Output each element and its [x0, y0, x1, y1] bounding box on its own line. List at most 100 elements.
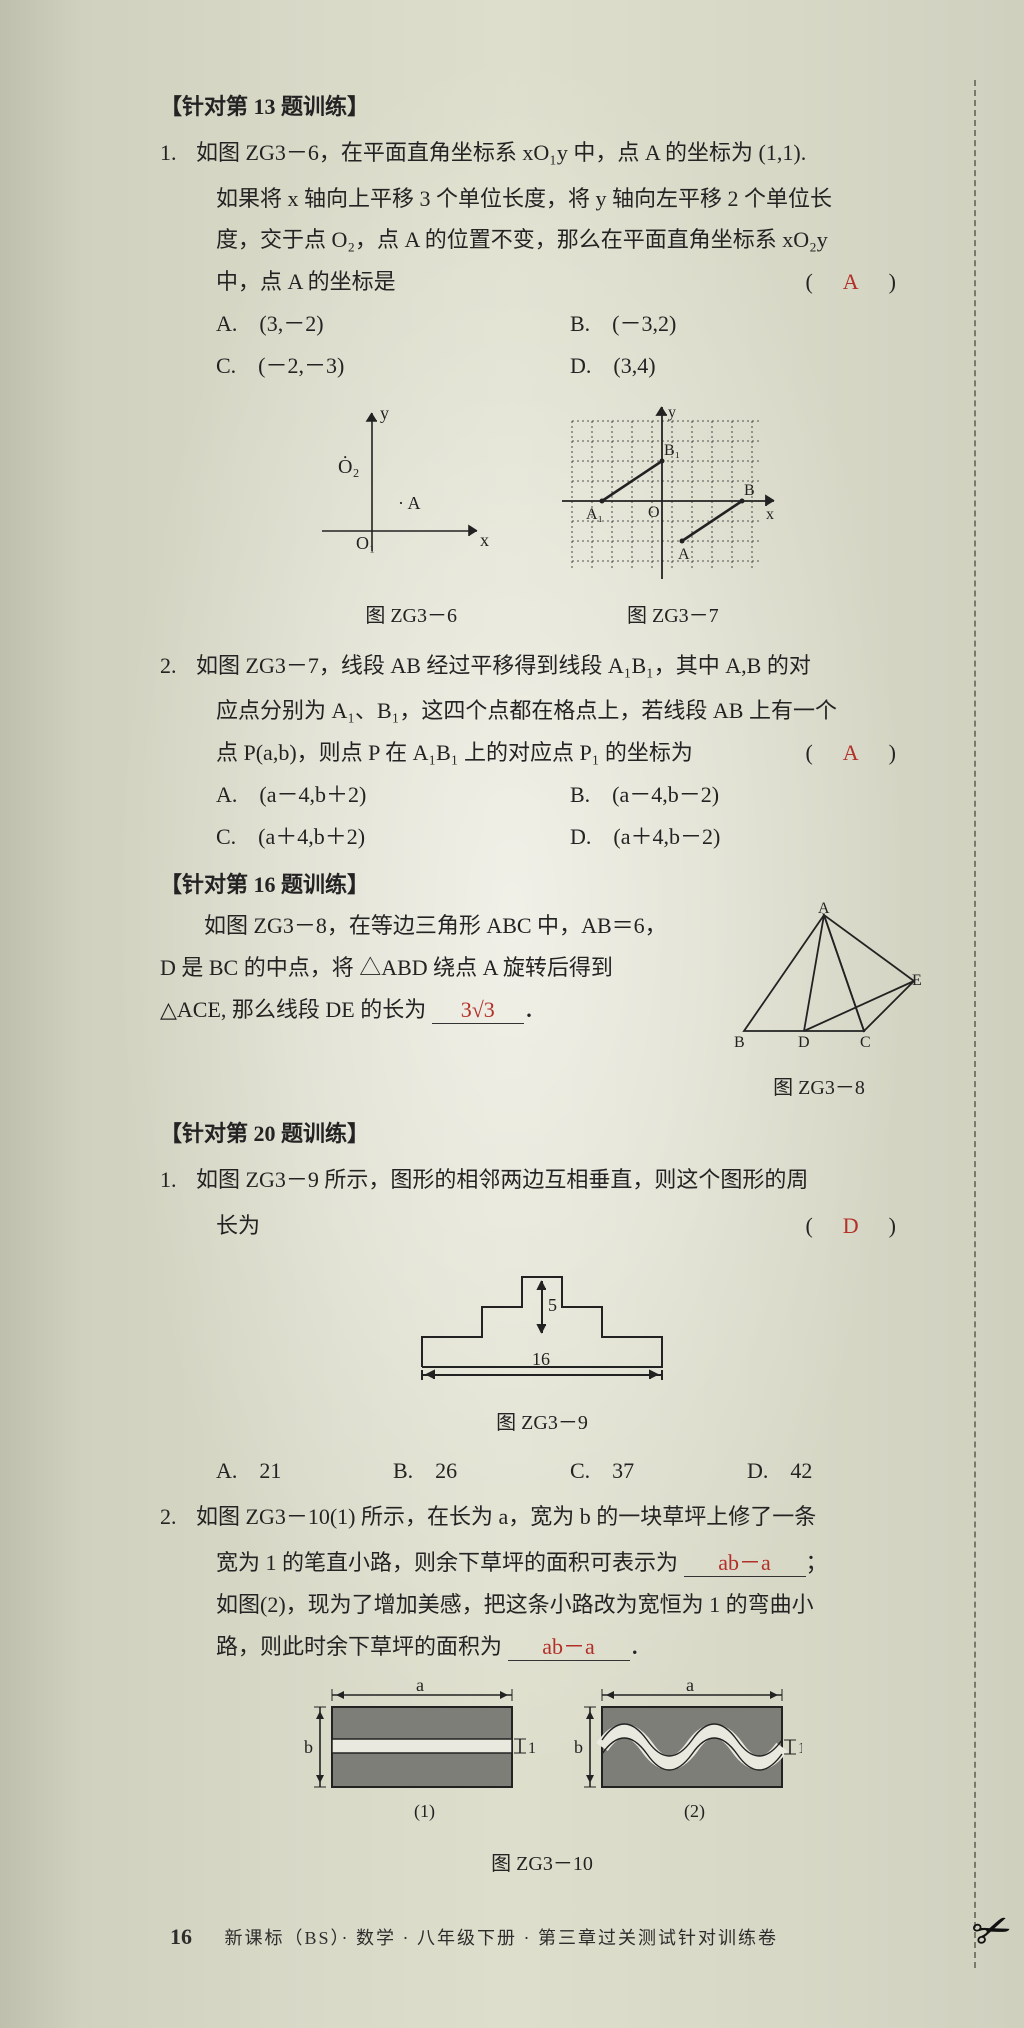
q-text: 路，则此时余下草坪的面积为	[216, 1634, 502, 1659]
choice-d: D. (a＋4,b－2)	[570, 816, 924, 858]
choice-a: A. 21	[216, 1450, 393, 1492]
choices-row: C. (－2,－3) D. (3,4)	[160, 345, 924, 387]
point-a: · A	[398, 493, 421, 513]
figure-caption: 图 ZG3－10	[160, 1845, 924, 1883]
vertex-a: A	[818, 901, 830, 917]
section-16-title: 【针对第 16 题训练】	[160, 864, 924, 906]
q13-2: 2.如图 ZG3－7，线段 AB 经过平移得到线段 A₁B₁，其中 A,B 的对	[160, 645, 924, 687]
answer: A	[843, 740, 863, 765]
q-text: 长为 ( D )	[160, 1205, 924, 1247]
q-text: 如图 ZG3－7，线段 AB 经过平移得到线段 A₁B₁，其中 A,B 的对	[196, 653, 811, 678]
footer-text: 新课标（BS）· 数学 · 八年级下册 · 第三章过关测试针对训练卷	[225, 1928, 779, 1948]
answer-paren: ( D )	[805, 1205, 900, 1247]
answer: 3√3	[461, 997, 495, 1022]
axis-y-label: y	[380, 403, 389, 423]
answer: D	[843, 1213, 863, 1238]
choices-row: C. (a＋4,b＋2) D. (a＋4,b－2)	[160, 816, 924, 858]
q-text: 如图 ZG3－10(1) 所示，在长为 a，宽为 b 的一块草坪上修了一条	[196, 1504, 816, 1529]
figure-zg3-9: 5 16	[392, 1257, 692, 1387]
fill-blank: ab－a	[684, 1550, 806, 1577]
q-number: 1.	[160, 1159, 196, 1201]
q-number: 2.	[160, 1496, 196, 1538]
q-text: 应点分别为 A₁、B₁，这四个点都在格点上，若线段 AB 上有一个	[160, 690, 924, 732]
q-text: 度，交于点 O₂，点 A 的位置不变，那么在平面直角坐标系 xO₂y	[160, 219, 924, 261]
dim-1: 1	[528, 1740, 536, 1757]
figure-zg3-8-wrap: A B C D E 图 ZG3－8	[714, 901, 924, 1107]
point-b1-label: B₁	[664, 442, 680, 459]
page: 【针对第 13 题训练】 1.如图 ZG3－6，在平面直角坐标系 xO₁y 中，…	[0, 0, 1024, 2028]
figure-captions: 图 ZG3－6 图 ZG3－7	[160, 597, 924, 635]
q-text: 如图 ZG3－9 所示，图形的相邻两边互相垂直，则这个图形的周	[196, 1167, 808, 1192]
figure-zg3-8: A B C D E	[714, 901, 924, 1051]
answer-paren: ( A )	[805, 732, 900, 774]
origin-label: O₁	[356, 533, 375, 553]
vertex-c: C	[860, 1034, 871, 1051]
semicolon: ；	[806, 1550, 828, 1575]
q-text: 如图 ZG3－6，在平面直角坐标系 xO₁y 中，点 A 的坐标为 (1,1).	[196, 140, 806, 165]
point-b-label: B	[744, 482, 755, 499]
point-o2: Ȯ₂	[338, 455, 359, 478]
q-text: 如图(2)，现为了增加美感，把这条小路改为宽恒为 1 的弯曲小	[160, 1584, 924, 1626]
choice-d: D. (3,4)	[570, 345, 924, 387]
q-text: 长为	[216, 1213, 260, 1238]
choice-a: A. (a－4,b＋2)	[216, 774, 570, 816]
axis-x-label: x	[480, 530, 489, 550]
page-number: 16	[170, 1924, 192, 1949]
perforation-line	[974, 80, 976, 1968]
dim-5: 5	[548, 1295, 557, 1315]
choice-c: C. (－2,－3)	[216, 345, 570, 387]
scissors-icon: ✂	[960, 1883, 1024, 1978]
dim-1: 1	[798, 1740, 802, 1757]
q20-2: 2.如图 ZG3－10(1) 所示，在长为 a，宽为 b 的一块草坪上修了一条	[160, 1496, 924, 1538]
figure-caption: 图 ZG3－7	[627, 597, 719, 635]
section-13-title: 【针对第 13 题训练】	[160, 86, 924, 128]
dim-16: 16	[532, 1349, 550, 1369]
vertex-e: E	[912, 972, 922, 989]
page-footer: 16 新课标（BS）· 数学 · 八年级下册 · 第三章过关测试针对训练卷	[170, 1916, 924, 1958]
choice-a: A. (3,－2)	[216, 303, 570, 345]
answer: A	[843, 269, 863, 294]
figure-caption: 图 ZG3－9	[160, 1404, 924, 1442]
answer-paren: ( A )	[805, 261, 900, 303]
choice-b: B. (－3,2)	[570, 303, 924, 345]
q-text: 点 P(a,b)，则点 P 在 A₁B₁ 上的对应点 P₁ 的坐标为	[216, 740, 693, 765]
choice-b: B. 26	[393, 1450, 570, 1492]
q20-1: 1.如图 ZG3－9 所示，图形的相邻两边互相垂直，则这个图形的周	[160, 1159, 924, 1201]
choices-row: A. (3,－2) B. (－3,2)	[160, 303, 924, 345]
period: ．	[524, 997, 546, 1022]
period: ．	[630, 1634, 652, 1659]
choices-row: A. 21 B. 26 C. 37 D. 42	[160, 1450, 924, 1492]
q-text: 宽为 1 的笔直小路，则余下草坪的面积可表示为	[216, 1550, 678, 1575]
dim-b: b	[574, 1737, 583, 1757]
point-a1-label: A₁	[586, 506, 603, 523]
figure-caption: 图 ZG3－6	[365, 597, 457, 635]
choices-row: A. (a－4,b＋2) B. (a－4,b－2)	[160, 774, 924, 816]
sub-caption-1: (1)	[414, 1801, 435, 1822]
dim-a: a	[686, 1677, 694, 1695]
figure-zg3-7: y x O A B A₁ B₁	[552, 401, 782, 591]
figure-zg3-10: a b 1 (1) a	[282, 1677, 802, 1827]
fill-blank: ab－a	[508, 1634, 630, 1661]
q-text: 宽为 1 的笔直小路，则余下草坪的面积可表示为 ab－a ；	[160, 1542, 924, 1584]
q-text: 中，点 A 的坐标是	[216, 269, 396, 294]
origin-label: O	[648, 504, 660, 521]
q-text: 路，则此时余下草坪的面积为 ab－a．	[160, 1626, 924, 1668]
answer: ab－a	[718, 1550, 771, 1575]
choice-c: C. 37	[570, 1450, 747, 1492]
choice-b: B. (a－4,b－2)	[570, 774, 924, 816]
q-text: 中，点 A 的坐标是 ( A )	[160, 261, 924, 303]
choice-c: C. (a＋4,b＋2)	[216, 816, 570, 858]
q13-1: 1.如图 ZG3－6，在平面直角坐标系 xO₁y 中，点 A 的坐标为 (1,1…	[160, 132, 924, 174]
figure-caption: 图 ZG3－8	[714, 1069, 924, 1107]
figures-row: y x O₁ Ȯ₂ · A	[160, 401, 924, 591]
axis-x-label: x	[766, 506, 774, 523]
section-20-title: 【针对第 20 题训练】	[160, 1113, 924, 1155]
dim-b: b	[304, 1737, 313, 1757]
axis-y-label: y	[668, 404, 676, 421]
point-a-label: A	[678, 546, 690, 563]
fill-blank: 3√3	[432, 997, 524, 1024]
q-text: 点 P(a,b)，则点 P 在 A₁B₁ 上的对应点 P₁ 的坐标为 ( A )	[160, 732, 924, 774]
q-number: 1.	[160, 132, 196, 174]
sub-caption-2: (2)	[684, 1801, 705, 1822]
vertex-d: D	[798, 1034, 810, 1051]
